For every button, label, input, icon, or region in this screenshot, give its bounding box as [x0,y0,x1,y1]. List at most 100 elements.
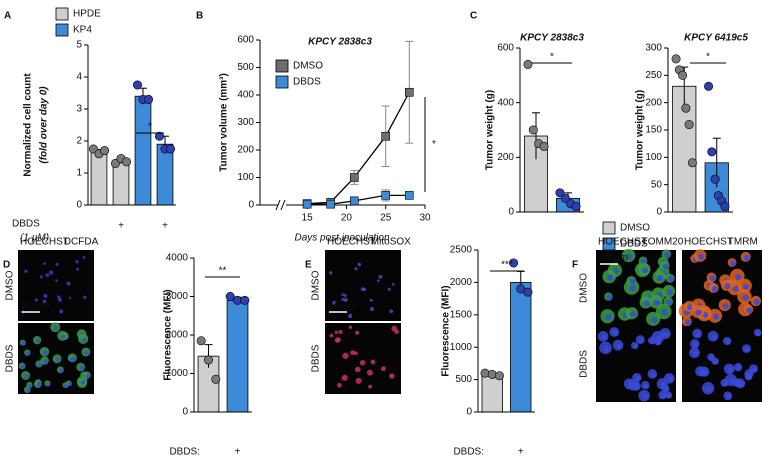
y-tick-label: 3 [76,104,82,115]
y-tick-label: 250 [645,70,662,81]
cell [348,325,353,329]
y-tick-label: 3000 [166,291,189,302]
significance-label: * [706,52,710,63]
nucleus [632,383,638,389]
y-tick-label: 1000 [166,368,189,379]
data-point [204,355,214,365]
nucleus [605,314,612,321]
nucleus [24,374,29,379]
cell [24,269,28,273]
channel-label: TOMM20 [642,237,684,248]
cell [341,374,348,381]
cell [49,270,54,275]
nucleus [711,334,717,340]
nucleus [43,359,48,364]
chart-title: KPCY 6419c5 [684,33,748,44]
y-tick-label: 600 [497,43,514,54]
cell [341,293,344,296]
y-axis-title: Fluorescence (MFI) [441,285,452,376]
nucleus [709,275,716,282]
nucleus [638,338,644,344]
nucleus [706,386,712,392]
cell [57,297,62,302]
y-tick-label: 50 [651,179,663,190]
data-point [681,103,691,113]
nucleus [746,375,752,381]
cell [329,271,333,275]
data-point [707,147,717,157]
channel-label: TMRM [728,237,758,248]
data-point [302,199,312,209]
y-axis-title: Normalized cell count [23,73,34,177]
nucleus [612,330,618,336]
legend-label: DBDS [293,77,321,88]
series-line [307,91,410,205]
data-point [687,158,697,168]
nucleus [753,299,760,306]
significance-label: * [432,139,436,150]
legend-swatch [55,7,69,21]
nucleus [756,331,762,337]
row-label: DBDS [311,344,322,372]
panel-letter: F [572,260,578,271]
axis-break [275,199,281,211]
row-label: DMSO [5,270,16,300]
cell [55,262,59,266]
data-point [132,80,142,90]
data-point [494,371,504,381]
cell [334,330,339,335]
y-axis-title: Fluorescence (MFI) [163,289,174,380]
nucleus [36,339,41,344]
y-tick-label: 1 [76,168,82,179]
y-axis-subtitle: (fold over day 0) [39,86,50,164]
y-tick-label: 2000 [450,277,473,288]
data-point [404,191,414,200]
nucleus [666,289,673,296]
nucleus [668,276,675,283]
nucleus [650,372,656,378]
cell [68,296,72,300]
nucleus [656,340,662,346]
nucleus [730,260,737,267]
nucleus [695,309,702,316]
nucleus [606,294,613,301]
nucleus [643,383,649,389]
y-tick-label: 600 [237,35,254,46]
nucleus [56,357,61,362]
data-point [704,81,714,91]
data-point [684,120,694,130]
nucleus [752,367,758,373]
x-axis-subtitle: (1 µM) [20,233,49,244]
nucleus [735,274,742,281]
y-tick-label: 500 [237,62,254,73]
x-tick-label: 15 [302,213,314,224]
data-point [144,94,154,104]
micrograph [18,250,94,321]
cell [332,300,337,305]
y-tick-label: 0 [182,407,188,418]
y-axis-title: Tumor weight (g) [635,90,646,170]
panel-letter: D [3,260,10,271]
nucleus [616,343,622,349]
scale-bar-label: 10 µm [600,253,628,264]
nucleus [724,283,731,290]
cell [75,260,79,264]
nucleus [650,339,656,345]
nucleus [713,359,719,365]
data-point [528,125,538,135]
cell [39,275,43,279]
x-tick-label: 20 [341,213,353,224]
data-point [381,191,391,200]
nucleus [667,376,673,382]
chart-title: KPCY 2838c3 [520,33,584,44]
cell [359,360,366,366]
channel-label: DCFDA [64,237,99,248]
legend-label: DMSO [620,223,650,234]
y-axis-title: Tumor volume (mm³) [219,73,230,172]
chart-title: KPCY 2838c3 [308,37,372,48]
y-tick-label: 400 [237,90,254,101]
nucleus [722,381,728,387]
data-point [560,193,570,203]
nucleus [746,307,753,314]
